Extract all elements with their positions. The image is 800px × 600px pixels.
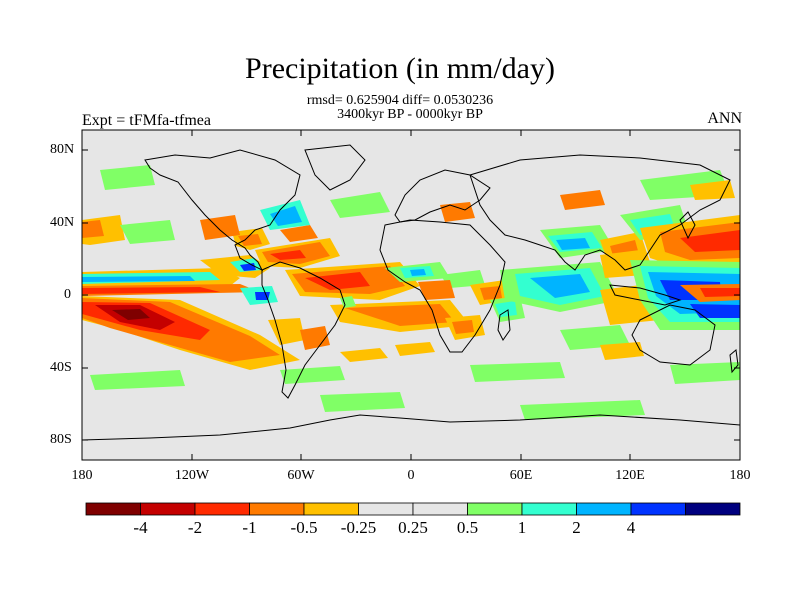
stats-line: rmsd= 0.625904 diff= 0.0530236 xyxy=(306,93,494,108)
colorbar-label: 1 xyxy=(517,518,527,537)
coastline-antarctica xyxy=(82,414,740,441)
lon-label: 120E xyxy=(615,468,645,483)
colorbar-swatch xyxy=(194,502,250,516)
anomaly-patch xyxy=(495,301,517,317)
lat-label: 40S xyxy=(50,360,72,375)
anomaly-patch xyxy=(280,225,318,242)
anomaly-patch xyxy=(690,180,735,200)
season-label: ANN xyxy=(707,110,742,127)
colorbar-swatch xyxy=(249,502,305,516)
anomaly-patch xyxy=(90,370,185,390)
colorbar-label: -1 xyxy=(242,518,257,537)
colorbar-swatch xyxy=(412,502,468,516)
colorbar-label: 2 xyxy=(572,518,581,537)
colorbar-label: 0.25 xyxy=(398,518,428,537)
colorbar-swatch xyxy=(140,502,196,516)
colorbar-label: -0.25 xyxy=(340,518,377,537)
coastline-indonesia xyxy=(609,284,682,306)
colorbar-swatch xyxy=(685,502,741,516)
lat-label: 40N xyxy=(50,215,75,230)
anomaly-patch xyxy=(200,215,240,240)
anomaly-patch xyxy=(452,320,474,334)
anomaly-patch xyxy=(520,400,645,420)
anomaly-patch xyxy=(418,280,455,300)
lat-label: 0 xyxy=(64,287,71,302)
anomaly-patch xyxy=(120,220,175,244)
anomaly-patch xyxy=(680,230,740,252)
anomaly-patch xyxy=(340,296,356,308)
coastline-new-zealand xyxy=(729,349,739,374)
anomaly-patch xyxy=(560,190,605,210)
anomaly-patch xyxy=(440,270,485,288)
anomaly-patch xyxy=(395,342,435,356)
anomaly-patch xyxy=(112,309,150,320)
period-line: 3400kyr BP - 0000kyr BP xyxy=(337,107,483,122)
colorbar-label: 4 xyxy=(626,518,636,537)
anomaly-patch xyxy=(690,304,740,318)
colorbar-swatch xyxy=(630,502,686,516)
anomaly-patch xyxy=(255,292,270,300)
anomaly-patch xyxy=(556,238,590,250)
lat-label: 80S xyxy=(50,432,72,447)
colorbar-swatch xyxy=(467,502,523,516)
colorbar-swatch xyxy=(303,502,359,516)
coastline-greenland xyxy=(304,144,366,191)
colorbar-swatch xyxy=(576,502,632,516)
lon-label: 180 xyxy=(71,468,93,483)
colorbar-label: -2 xyxy=(187,518,203,537)
anomaly-patch xyxy=(268,318,305,345)
colorbar xyxy=(85,502,741,516)
anomaly-patch xyxy=(530,274,590,298)
anomaly-patch xyxy=(305,272,370,290)
anomaly-patch xyxy=(82,276,195,282)
axis-ticks xyxy=(81,130,741,460)
lon-label: 60W xyxy=(287,468,315,483)
coastline-australia xyxy=(631,304,716,366)
anomaly-patch xyxy=(270,250,306,260)
coastlines xyxy=(82,144,740,441)
coastline-south-america xyxy=(261,261,346,399)
anomaly-patch xyxy=(270,206,302,226)
lat-label: 80N xyxy=(50,142,75,157)
colorbar-swatch xyxy=(85,502,141,516)
anomaly-patch xyxy=(670,362,740,384)
colorbar-label: -0.5 xyxy=(290,518,318,537)
anomaly-patch xyxy=(82,220,104,238)
lon-label: 120W xyxy=(174,468,210,483)
lon-label: 60E xyxy=(509,468,533,483)
anomaly-patch xyxy=(320,392,405,412)
lon-label: 0 xyxy=(407,468,415,483)
colorbar-swatch xyxy=(521,502,577,516)
colorbar-swatch xyxy=(358,502,414,516)
colorbar-label: 0.5 xyxy=(456,518,479,537)
anomaly-fields xyxy=(82,165,740,420)
coastline-north-america xyxy=(144,149,301,272)
anomaly-patch xyxy=(480,286,502,300)
anomaly-patch xyxy=(600,342,644,360)
anomaly-patch xyxy=(300,326,330,350)
coastline-asia xyxy=(469,154,731,271)
stats-block: rmsd= 0.625904 diff= 0.0530236 3400kyr B… xyxy=(0,94,800,122)
anomaly-patch xyxy=(345,304,455,326)
anomaly-patch xyxy=(82,287,220,294)
anomaly-patch xyxy=(280,366,345,384)
map-title: Precipitation (in mm/day) xyxy=(245,52,555,85)
anomaly-patch xyxy=(410,269,426,276)
experiment-label: Expt = tFMfa-tfmea xyxy=(82,112,211,129)
anomaly-patch xyxy=(560,325,630,350)
anomaly-patch xyxy=(330,192,390,218)
lon-label: 180 xyxy=(729,468,751,483)
anomaly-patch xyxy=(700,288,740,297)
coastline-madagascar xyxy=(497,309,511,341)
anomaly-patch xyxy=(100,165,155,190)
coastline-africa xyxy=(379,219,506,353)
colorbar-label: -4 xyxy=(133,518,148,537)
anomaly-patch xyxy=(470,362,565,382)
anomaly-patch xyxy=(440,202,475,222)
anomaly-patch xyxy=(238,234,262,246)
anomaly-patch xyxy=(340,348,388,362)
coastline-japan xyxy=(679,211,696,240)
